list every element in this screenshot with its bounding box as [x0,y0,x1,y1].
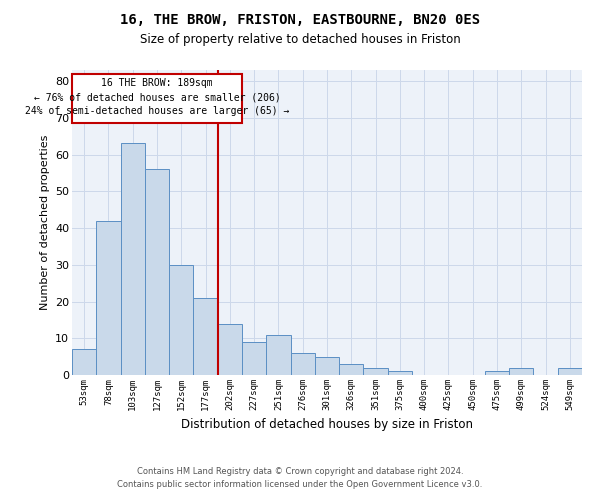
X-axis label: Distribution of detached houses by size in Friston: Distribution of detached houses by size … [181,418,473,432]
Text: 24% of semi-detached houses are larger (65) →: 24% of semi-detached houses are larger (… [25,106,289,116]
Bar [266,334,290,375]
Bar [169,265,193,375]
Bar [121,144,145,375]
Text: Size of property relative to detached houses in Friston: Size of property relative to detached ho… [140,32,460,46]
Text: ← 76% of detached houses are smaller (206): ← 76% of detached houses are smaller (20… [34,92,280,102]
Bar [388,372,412,375]
Bar [218,324,242,375]
Bar [558,368,582,375]
Bar [290,353,315,375]
Text: Contains public sector information licensed under the Open Government Licence v3: Contains public sector information licen… [118,480,482,489]
Bar [72,350,96,375]
Text: 16, THE BROW, FRISTON, EASTBOURNE, BN20 0ES: 16, THE BROW, FRISTON, EASTBOURNE, BN20 … [120,12,480,26]
Bar [242,342,266,375]
Bar [364,368,388,375]
Bar [485,372,509,375]
Text: 16 THE BROW: 189sqm: 16 THE BROW: 189sqm [101,78,213,88]
Bar [339,364,364,375]
Bar [96,220,121,375]
Bar [193,298,218,375]
Text: Contains HM Land Registry data © Crown copyright and database right 2024.: Contains HM Land Registry data © Crown c… [137,467,463,476]
Y-axis label: Number of detached properties: Number of detached properties [40,135,50,310]
Bar [145,169,169,375]
FancyBboxPatch shape [72,74,242,124]
Bar [315,356,339,375]
Bar [509,368,533,375]
